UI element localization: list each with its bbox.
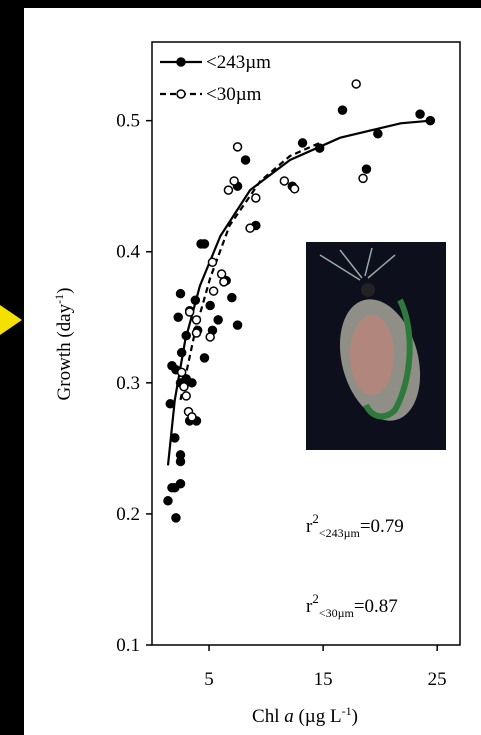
point: [415, 109, 425, 119]
annotation-value: =0.79: [360, 516, 404, 537]
x-axis-label: Chl a (µg L-1): [252, 704, 358, 727]
point: [223, 185, 234, 195]
point: [358, 173, 368, 184]
point: [205, 300, 215, 311]
annotation: r2<243µm=0.79: [306, 511, 404, 540]
y-tick-label: 0.2: [116, 504, 140, 525]
legend-marker: [176, 57, 186, 67]
x-axis-label-text: Chl: [252, 706, 284, 727]
arrow: [0, 305, 22, 335]
point: [207, 257, 218, 267]
point: [219, 277, 229, 287]
point: [232, 142, 243, 152]
point: [175, 479, 186, 489]
point: [181, 330, 191, 341]
point: [199, 239, 210, 249]
point: [184, 307, 195, 317]
point: [190, 295, 201, 305]
point: [170, 433, 180, 443]
annotation-sup: 2: [312, 591, 319, 606]
y-tick-label: 0.3: [116, 373, 140, 394]
point: [314, 143, 325, 153]
inset-photo: [306, 242, 446, 450]
legend-marker: [176, 89, 186, 99]
plot-frame: [151, 41, 461, 646]
x-axis-label-italic: a: [284, 706, 294, 727]
point: [251, 193, 261, 203]
point: [373, 129, 383, 139]
point: [213, 315, 223, 325]
point: [187, 378, 197, 388]
point: [208, 286, 219, 296]
point: [191, 315, 202, 325]
point: [181, 391, 191, 401]
x-tick-label: 15: [314, 669, 333, 690]
x-axis-label-unit: (µg L: [294, 706, 342, 727]
point: [179, 382, 189, 392]
annotation-r: r: [306, 596, 313, 617]
legend-label: <30µm: [206, 84, 262, 105]
point: [163, 496, 173, 506]
point: [165, 399, 176, 409]
y-axis-label-end: ): [54, 288, 75, 294]
x-tick-label: 5: [204, 669, 214, 690]
y-tick-label: 0.1: [116, 635, 140, 656]
annotation-sup: 2: [312, 511, 319, 526]
annotation-sub: <30µm: [319, 606, 355, 620]
point: [245, 223, 255, 233]
point: [297, 138, 308, 148]
point: [289, 184, 300, 194]
y-axis-label: Growth (day-1): [52, 288, 75, 401]
point: [175, 288, 186, 299]
point: [337, 105, 348, 115]
point: [191, 328, 202, 338]
y-axis-label-text: Growth (day: [54, 303, 75, 400]
legend-label: <243µm: [206, 52, 271, 73]
point: [187, 412, 197, 422]
point: [351, 79, 361, 89]
annotation-sub: <243µm: [319, 526, 361, 540]
point: [175, 450, 186, 460]
x-tick-label: 25: [428, 669, 447, 690]
point: [176, 347, 187, 358]
annotation-r: r: [306, 516, 313, 537]
y-tick-label: 0.5: [116, 111, 140, 132]
point: [279, 176, 290, 186]
point: [232, 320, 243, 330]
x-axis-label-sup: -1: [342, 704, 352, 718]
point: [176, 367, 187, 378]
point: [229, 176, 239, 186]
point: [361, 164, 372, 174]
y-tick-label: 0.4: [116, 242, 140, 263]
point: [173, 312, 183, 323]
point: [205, 332, 215, 342]
point: [216, 269, 227, 279]
point: [199, 353, 210, 363]
point: [227, 292, 237, 303]
point: [425, 115, 436, 126]
annotation-value: =0.87: [354, 596, 398, 617]
point: [240, 155, 251, 165]
annotation: r2<30µm=0.87: [306, 591, 398, 620]
x-axis-label-end: ): [352, 706, 358, 727]
point: [171, 513, 181, 523]
y-axis-label-sup: -1: [52, 294, 66, 304]
